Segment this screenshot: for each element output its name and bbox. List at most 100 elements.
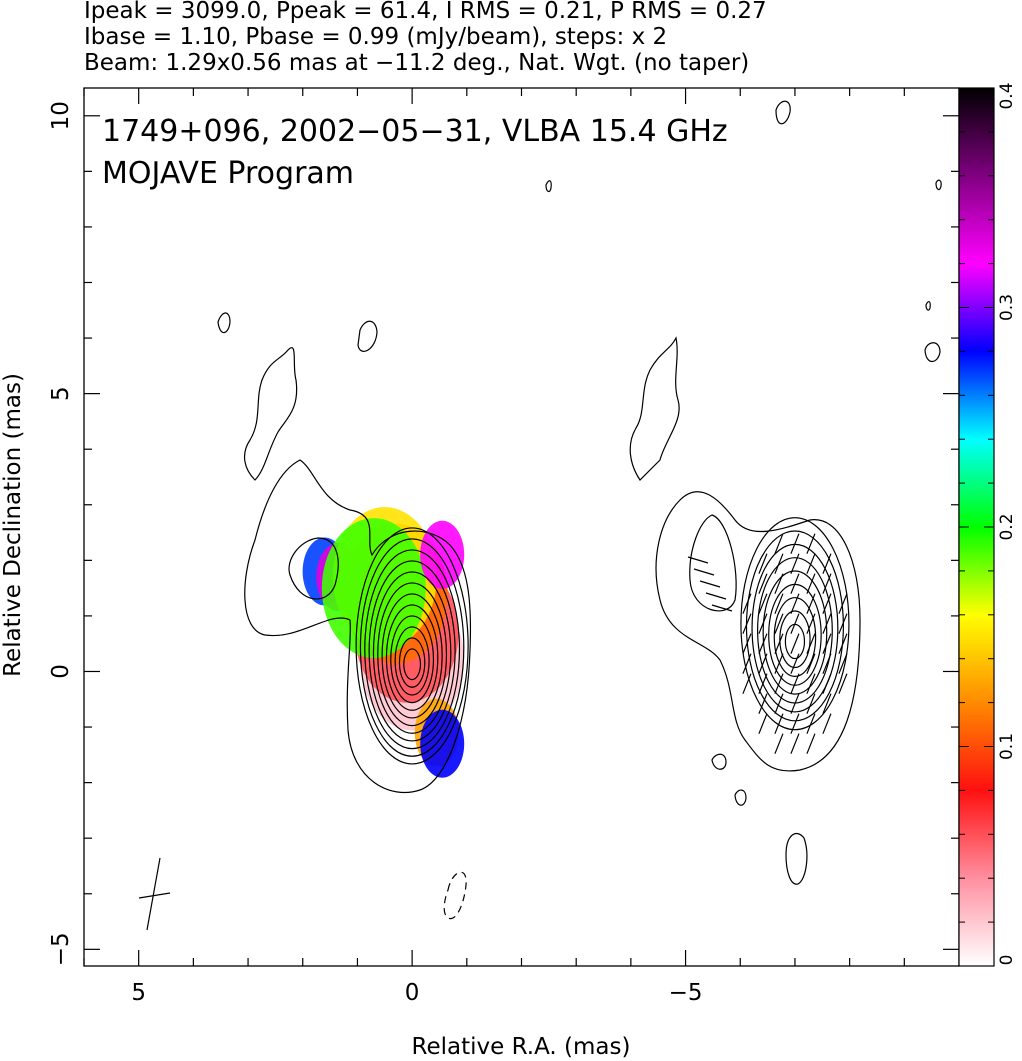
evpa-tick	[790, 673, 800, 694]
evpa-tick	[774, 573, 784, 594]
evpa-tick	[822, 693, 832, 714]
evpa-tick	[758, 573, 768, 594]
x-tick-label: 0	[405, 980, 420, 1006]
evpa-tick	[742, 653, 752, 674]
evpa-tick	[822, 633, 832, 654]
evpa-tick	[790, 533, 800, 554]
knot-contour-right	[689, 514, 737, 612]
evpa-tick	[774, 613, 784, 634]
core-contour-left	[355, 527, 469, 765]
evpa-tick	[838, 593, 848, 614]
colorbar-tick-label: 0.1	[997, 733, 1017, 760]
evpa-tick	[687, 556, 709, 564]
evpa-tick	[774, 593, 784, 614]
polarization-patch	[420, 520, 465, 589]
core-contour-left	[403, 648, 422, 681]
evpa-tick	[790, 713, 800, 734]
isolated-contour-4	[775, 100, 791, 125]
evpa-tick	[758, 553, 768, 574]
core-contour-right	[762, 570, 828, 695]
evpa-tick	[790, 733, 800, 754]
evpa-tick	[822, 673, 832, 694]
evpa-tick	[742, 673, 752, 694]
evpa-tick	[758, 593, 768, 614]
evpa-tick	[758, 613, 768, 634]
evpa-tick	[822, 713, 832, 734]
isolated-contour-3	[545, 180, 552, 193]
isolated-contour-10	[925, 301, 931, 311]
extension-contour-right	[629, 336, 680, 481]
core-contour-left	[364, 549, 461, 750]
colorbar-tick-label: 0.3	[997, 294, 1017, 321]
core-contour-left	[359, 538, 465, 757]
evpa-tick	[758, 713, 768, 734]
x-tick-label: −5	[669, 980, 703, 1006]
evpa-tick	[806, 533, 816, 554]
evpa-tick	[705, 592, 727, 600]
negative-contour	[443, 871, 467, 920]
core-contour-left	[381, 593, 443, 719]
knot-contour-left	[288, 537, 339, 600]
evpa-tick	[790, 613, 800, 634]
evpa-tick	[806, 733, 816, 754]
core-contour-right	[740, 517, 850, 731]
core-contour-left	[394, 626, 430, 696]
evpa-tick	[742, 633, 752, 654]
evpa-tick	[774, 713, 784, 734]
evpa-tick	[806, 593, 816, 614]
isolated-contour-7	[711, 753, 727, 770]
evpa-tick	[806, 673, 816, 694]
isolated-contour-8	[935, 179, 942, 191]
colorbar-tick-labels: 0 0.1 0.2 0.3 0.4	[997, 82, 1017, 965]
evpa-tick	[806, 653, 816, 674]
evpa-tick	[790, 593, 800, 614]
evpa-tick	[838, 633, 848, 654]
colorbar-ticks	[959, 87, 994, 967]
evpa-vector-ticks	[687, 533, 848, 754]
core-contour-left	[390, 615, 435, 704]
evpa-tick	[758, 673, 768, 694]
evpa-tick	[790, 573, 800, 594]
evpa-tick	[822, 593, 832, 614]
beam-cross-major	[146, 857, 161, 931]
evpa-tick	[806, 713, 816, 734]
evpa-tick	[806, 553, 816, 574]
evpa-tick	[790, 693, 800, 714]
chart-subtitle: MOJAVE Program	[102, 156, 354, 191]
isolated-contour-9	[924, 342, 941, 363]
evpa-tick	[822, 653, 832, 674]
core-contour-left	[385, 604, 439, 711]
evpa-tick	[838, 653, 848, 674]
core-contour-right	[784, 623, 806, 660]
evpa-tick	[774, 633, 784, 654]
y-tick-label: −5	[48, 932, 74, 966]
evpa-tick	[774, 533, 784, 554]
evpa-tick	[693, 568, 715, 576]
core-contour-right	[779, 610, 811, 669]
evpa-tick	[806, 693, 816, 714]
evpa-tick	[822, 573, 832, 594]
isolated-contour-2	[357, 320, 378, 352]
extension-contour-left	[243, 347, 298, 481]
evpa-tick	[774, 653, 784, 674]
evpa-tick	[774, 733, 784, 754]
axis-ticks	[83, 88, 959, 966]
evpa-tick	[822, 613, 832, 634]
y-axis-label: Relative Declination (mas)	[0, 373, 26, 677]
core-contour-left	[377, 582, 448, 727]
evpa-tick	[790, 653, 800, 674]
colorbar-tick-label: 0.4	[997, 82, 1017, 109]
axis-tick-labels: 5 0 −5 −5 0 5 10	[48, 101, 703, 1006]
evpa-tick	[742, 613, 752, 634]
x-axis-label: Relative R.A. (mas)	[412, 1034, 631, 1060]
evpa-tick	[758, 633, 768, 654]
evpa-tick	[699, 580, 721, 588]
plot-frame	[83, 87, 960, 967]
y-tick-label: 10	[48, 101, 74, 130]
evpa-tick	[838, 673, 848, 694]
core-contours-left	[355, 527, 469, 765]
beam-cross-minor	[138, 892, 171, 899]
core-contour-left	[368, 560, 456, 742]
evpa-tick	[806, 573, 816, 594]
